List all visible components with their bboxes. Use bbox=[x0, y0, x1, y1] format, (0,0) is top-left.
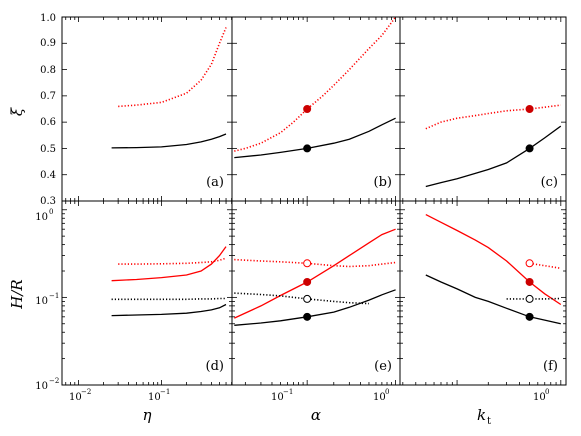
series-line-4-0 bbox=[234, 258, 396, 268]
xlabel-kt: k t bbox=[477, 406, 491, 427]
series-line-0-1 bbox=[111, 133, 227, 149]
panel-label-d: (d) bbox=[206, 359, 224, 374]
xtick-mid-1-base: 10 bbox=[373, 392, 386, 403]
ytick-bottom-1-base: 10 bbox=[35, 296, 48, 307]
ytick-top-3: 0.6 bbox=[40, 117, 56, 128]
marker-point-5-3 bbox=[525, 312, 534, 321]
series-line-4-3 bbox=[234, 289, 396, 326]
ytick-bottom-1-exp: −1 bbox=[49, 292, 59, 300]
series-line-3-1 bbox=[111, 246, 227, 282]
ytick-top-6: 0.9 bbox=[40, 38, 56, 49]
panel-label-f: (f) bbox=[543, 359, 558, 374]
panel-c-frame bbox=[399, 16, 567, 202]
panel-d-frame bbox=[61, 200, 233, 386]
ytick-bottom-0: 10 0 bbox=[35, 208, 53, 223]
panel-label-a: (a) bbox=[206, 175, 224, 190]
ytick-top-4: 0.7 bbox=[40, 91, 56, 102]
series-line-5-0 bbox=[529, 262, 561, 270]
marker-point-4-3 bbox=[303, 312, 312, 321]
ytick-top-7: 1.0 bbox=[40, 13, 56, 24]
xlabel-kt-main: k bbox=[477, 406, 486, 424]
series-line-2-1 bbox=[425, 125, 562, 188]
marker-point-4-1 bbox=[303, 277, 312, 286]
ytick-top-0: 0.3 bbox=[40, 196, 56, 207]
ytick-top-2: 0.5 bbox=[40, 144, 56, 155]
marker-point-2-1 bbox=[525, 144, 534, 153]
panel-b-frame bbox=[231, 16, 401, 202]
ytick-bottom-2-exp: −2 bbox=[49, 377, 59, 385]
marker-point-2-0 bbox=[525, 105, 534, 113]
panel-label-e: (e) bbox=[374, 359, 392, 374]
panel-label-b: (b) bbox=[374, 175, 392, 190]
xtick-left-0-exp: −2 bbox=[81, 388, 91, 396]
xlabel-eta: η bbox=[143, 406, 152, 424]
series-line-5-1 bbox=[425, 214, 562, 306]
marker-point-4-2 bbox=[303, 294, 312, 303]
series-line-3-3 bbox=[111, 303, 227, 317]
xlabel-kt-sub: t bbox=[487, 416, 491, 427]
ytick-bottom-0-exp: 0 bbox=[49, 208, 53, 216]
series-line-2-0 bbox=[425, 104, 561, 130]
xlabel-alpha: α bbox=[311, 406, 321, 424]
panel-a-frame bbox=[61, 16, 233, 202]
panel-f-frame bbox=[399, 200, 567, 386]
series-line-1-1 bbox=[234, 117, 396, 159]
series-line-3-2 bbox=[111, 297, 226, 301]
marker-point-5-2 bbox=[525, 294, 534, 303]
series-line-5-3 bbox=[425, 274, 561, 325]
ytick-top-5: 0.8 bbox=[40, 65, 56, 76]
ytick-bottom-2: 10 −2 bbox=[35, 377, 59, 392]
panel-label-c: (c) bbox=[541, 175, 558, 190]
xtick-right-0-base: 10 bbox=[533, 392, 546, 403]
series-line-3-0 bbox=[118, 257, 227, 265]
xtick-left-1-base: 10 bbox=[148, 392, 161, 403]
series-line-1-0 bbox=[234, 17, 397, 152]
marker-point-5-0 bbox=[525, 259, 534, 268]
xtick-left-1-exp: −1 bbox=[160, 388, 170, 396]
ylabel-h-over-r: H/R bbox=[8, 279, 26, 309]
ylabel-xi: ξ bbox=[8, 107, 26, 116]
ytick-bottom-1: 10 −1 bbox=[35, 292, 59, 307]
ytick-bottom-2-base: 10 bbox=[35, 381, 48, 392]
series-line-4-2 bbox=[234, 292, 370, 305]
xtick-mid-0-exp: −1 bbox=[283, 388, 293, 396]
xtick-mid-0-base: 10 bbox=[271, 392, 284, 403]
marker-point-1-0 bbox=[303, 105, 312, 113]
xtick-right-0-exp: 0 bbox=[545, 388, 549, 396]
panel-e-frame bbox=[231, 200, 401, 386]
series-line-4-1 bbox=[234, 228, 396, 319]
chart-marks bbox=[111, 17, 562, 326]
series-line-0-0 bbox=[118, 27, 227, 108]
xtick-mid-1-exp: 0 bbox=[385, 388, 389, 396]
axis-ticks bbox=[62, 16, 566, 386]
marker-point-1-1 bbox=[303, 144, 312, 153]
ytick-bottom-0-base: 10 bbox=[35, 212, 48, 223]
marker-point-5-1 bbox=[525, 277, 534, 286]
ytick-top-1: 0.4 bbox=[40, 170, 56, 181]
marker-point-4-0 bbox=[303, 259, 312, 268]
xtick-left-0-base: 10 bbox=[69, 392, 82, 403]
